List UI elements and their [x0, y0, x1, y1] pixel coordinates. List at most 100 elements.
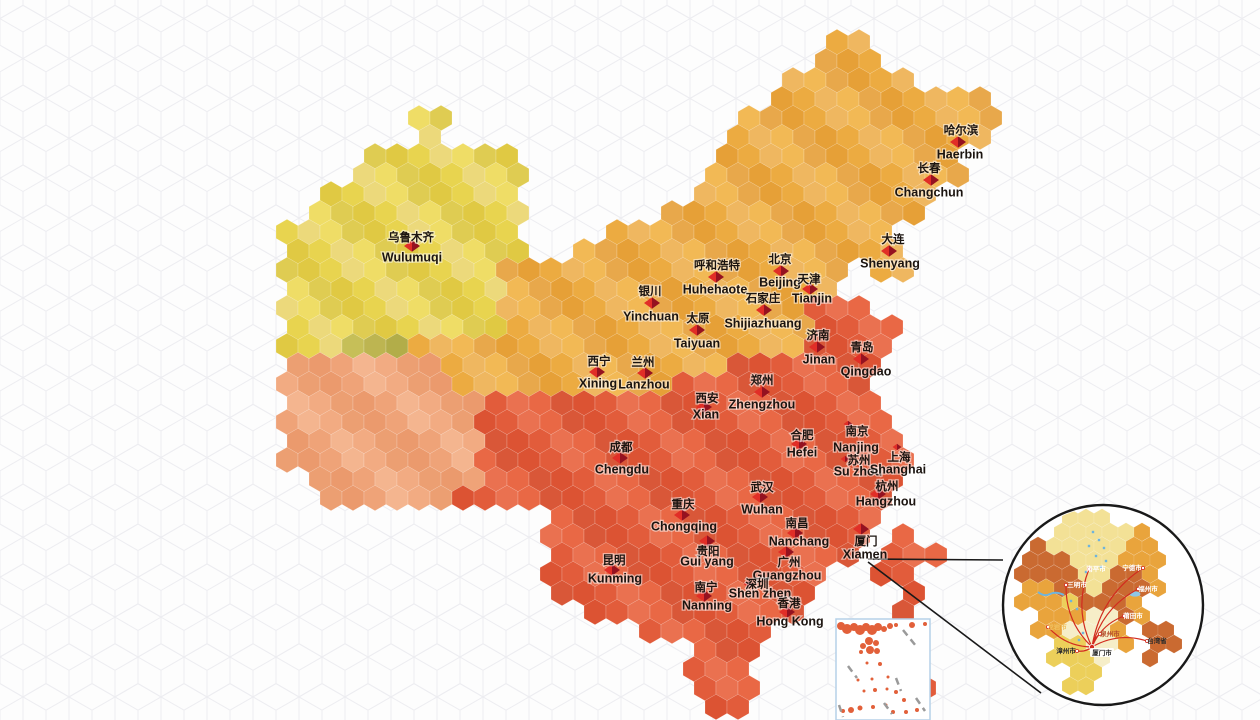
city-marker-icon[interactable]	[778, 546, 786, 558]
city-marker-icon[interactable]	[412, 240, 420, 252]
city-huhehaote[interactable]: 呼和浩特 Huhehaote	[682, 257, 749, 298]
city-marker-icon[interactable]	[743, 580, 748, 588]
city-chongqing[interactable]: 重庆 Chongqing	[650, 496, 718, 535]
city-hefei[interactable]: 合肥 Hefei	[786, 427, 819, 461]
city-taiyuan[interactable]: 太原 Taiyuan	[673, 310, 722, 352]
city-marker-icon[interactable]	[802, 283, 810, 295]
city-marker-icon[interactable]	[845, 455, 850, 463]
city-xining[interactable]: 西宁 Xining	[578, 353, 619, 392]
city-wulumuqi[interactable]: 乌鲁木齐 Wulumuqi	[381, 229, 444, 266]
city-marker-icon[interactable]	[604, 564, 612, 576]
city-marker-icon[interactable]	[791, 438, 799, 450]
city-marker-icon[interactable]	[897, 443, 902, 451]
city-marker-icon[interactable]	[754, 386, 762, 398]
city-marker-icon[interactable]	[786, 546, 794, 558]
city-marker-icon[interactable]	[620, 452, 628, 464]
city-marker-icon[interactable]	[817, 341, 825, 353]
city-marker-icon[interactable]	[861, 353, 869, 365]
city-shenyang[interactable]: 大连 Shenyang	[859, 231, 921, 272]
city-haerbin[interactable]: 哈尔滨 Haerbin	[936, 122, 985, 163]
city-marker-icon[interactable]	[787, 527, 795, 539]
city-marker-icon[interactable]	[853, 523, 861, 535]
city-marker-icon[interactable]	[696, 590, 704, 602]
city-marker-icon[interactable]	[843, 420, 848, 428]
city-marker-icon[interactable]	[760, 491, 768, 503]
inset-route-line	[1047, 626, 1093, 648]
city-marker-icon[interactable]	[840, 455, 845, 463]
city-lanzhou[interactable]: 兰州 Lanzhou	[617, 354, 671, 393]
city-marker-icon[interactable]	[779, 606, 787, 618]
city-marker-icon[interactable]	[404, 240, 412, 252]
city-marker-icon[interactable]	[704, 401, 712, 413]
city-changchun[interactable]: 长春 Changchun	[893, 160, 964, 201]
city-marker-icon[interactable]	[853, 353, 861, 365]
city-nanjing[interactable]: 南京 Nanjing	[832, 420, 880, 456]
city-marker-icon[interactable]	[795, 527, 803, 539]
city-marker-icon[interactable]	[756, 304, 764, 316]
city-marker-icon[interactable]	[878, 488, 886, 500]
city-marker-icon[interactable]	[787, 606, 795, 618]
city-marker-icon[interactable]	[707, 535, 715, 547]
city-marker-icon[interactable]	[810, 283, 818, 295]
city-hong-kong[interactable]: 香港 Hong Kong	[755, 595, 825, 630]
city-marker-icon[interactable]	[645, 367, 653, 379]
city-marker-icon[interactable]	[799, 438, 807, 450]
city-marker-icon[interactable]	[682, 509, 690, 521]
city-beijing[interactable]: 北京 Beijing	[758, 251, 802, 291]
city-wuhan[interactable]: 武汉 Wuhan	[740, 479, 784, 518]
city-marker-icon[interactable]	[764, 304, 772, 316]
city-tianjin[interactable]: 天津 Tianjin	[791, 271, 833, 307]
city-marker-icon[interactable]	[892, 443, 897, 451]
city-marker-icon[interactable]	[861, 523, 869, 535]
city-label-en: Chengdu	[595, 463, 649, 477]
city-marker-icon[interactable]	[637, 367, 645, 379]
city-zhengzhou[interactable]: 郑州 Zhengzhou	[727, 372, 796, 413]
city-marker-icon[interactable]	[652, 297, 660, 309]
city-marker-icon[interactable]	[689, 324, 697, 336]
city-xian[interactable]: 西安 Xian	[692, 390, 721, 423]
city-nanchang[interactable]: 南昌 Nanchang	[768, 515, 831, 550]
city-marker-icon[interactable]	[697, 324, 705, 336]
city-kunming[interactable]: 昆明 Kunming	[587, 552, 644, 587]
city-qingdao[interactable]: 青岛 Qingdao	[839, 339, 892, 380]
city-nanning[interactable]: 南宁 Nanning	[681, 579, 733, 614]
city-marker-icon[interactable]	[773, 265, 781, 277]
city-marker-icon[interactable]	[950, 136, 958, 148]
city-marker-icon[interactable]	[708, 271, 716, 283]
city-marker-icon[interactable]	[748, 580, 753, 588]
city-marker-icon[interactable]	[848, 420, 853, 428]
city-marker-icon[interactable]	[931, 174, 939, 186]
city-marker-icon[interactable]	[704, 590, 712, 602]
city-marker-icon[interactable]	[612, 564, 620, 576]
city-chengdu[interactable]: 成都 Chengdu	[594, 439, 651, 478]
city-marker-icon[interactable]	[612, 452, 620, 464]
island-dot	[885, 687, 889, 691]
city-marker-icon[interactable]	[781, 265, 789, 277]
city-jinan[interactable]: 济南 Jinan	[801, 327, 836, 368]
city-marker-icon[interactable]	[809, 341, 817, 353]
city-shijiazhuang[interactable]: 石家庄 Shijiazhuang	[723, 290, 802, 332]
city-marker-icon[interactable]	[589, 366, 597, 378]
city-marker-icon[interactable]	[889, 245, 897, 257]
city-hangzhou[interactable]: 杭州 Hangzhou	[855, 478, 918, 510]
city-marker-icon[interactable]	[696, 401, 704, 413]
city-marker-icon[interactable]	[699, 535, 707, 547]
city-marker-icon[interactable]	[762, 386, 770, 398]
city-marker-icon[interactable]	[870, 488, 878, 500]
city-marker-icon[interactable]	[644, 297, 652, 309]
city-marker-icon[interactable]	[597, 366, 605, 378]
city-marker-icon[interactable]	[881, 245, 889, 257]
city-marker-icon[interactable]	[923, 174, 931, 186]
city-yinchuan[interactable]: 银川 Yinchuan	[622, 283, 680, 325]
city-marker-icon[interactable]	[958, 136, 966, 148]
city-label-en: Qingdao	[841, 365, 892, 379]
city-marker-icon[interactable]	[674, 509, 682, 521]
city-marker-icon[interactable]	[716, 271, 724, 283]
city-marker-icon[interactable]	[752, 491, 760, 503]
